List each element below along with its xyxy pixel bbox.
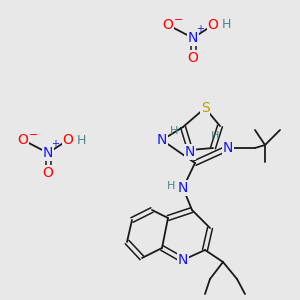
Text: H: H xyxy=(76,134,86,146)
Text: +: + xyxy=(196,24,204,34)
Text: O: O xyxy=(18,133,28,147)
Text: S: S xyxy=(201,101,209,115)
Text: N: N xyxy=(43,146,53,160)
Text: N: N xyxy=(178,181,188,195)
Text: N: N xyxy=(185,145,195,159)
Text: O: O xyxy=(63,133,74,147)
Text: −: − xyxy=(174,15,184,25)
Text: O: O xyxy=(43,166,53,180)
Text: H: H xyxy=(211,131,219,141)
Text: O: O xyxy=(188,51,198,65)
Text: H: H xyxy=(167,181,175,191)
Text: H: H xyxy=(221,19,231,32)
Text: N: N xyxy=(223,141,233,155)
Text: O: O xyxy=(208,18,218,32)
Text: +: + xyxy=(51,139,59,149)
Text: −: − xyxy=(29,130,39,140)
Text: N: N xyxy=(178,253,188,267)
Text: H: H xyxy=(170,126,178,136)
Text: N: N xyxy=(188,31,198,45)
Text: O: O xyxy=(163,18,173,32)
Text: N: N xyxy=(157,133,167,147)
